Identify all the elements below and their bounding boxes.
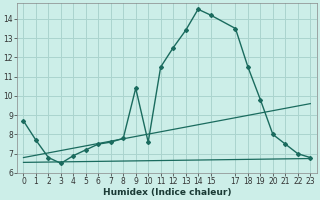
X-axis label: Humidex (Indice chaleur): Humidex (Indice chaleur) — [103, 188, 231, 197]
